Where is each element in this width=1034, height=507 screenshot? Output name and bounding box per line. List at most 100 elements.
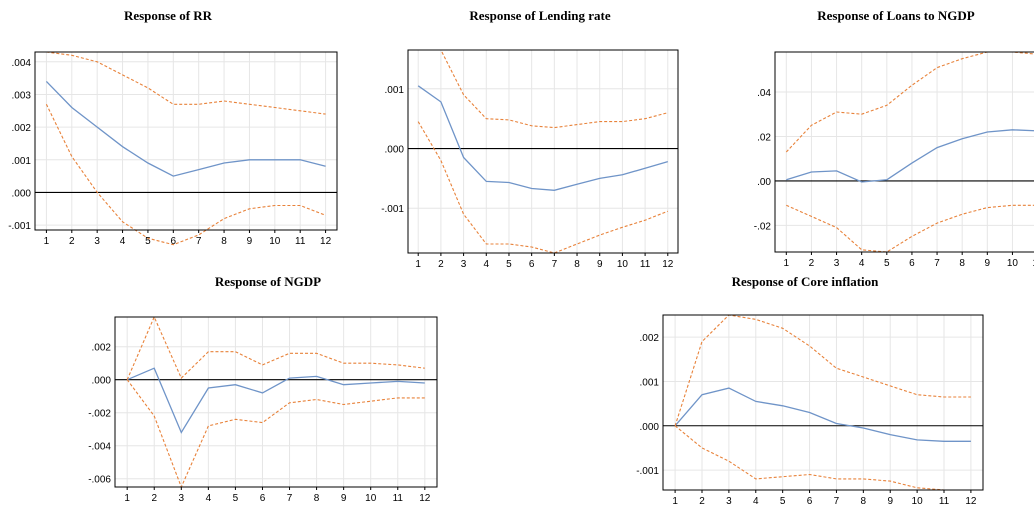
x-tick-label: 3 bbox=[461, 259, 467, 270]
series-line-response bbox=[126, 367, 425, 434]
x-tick-label: 2 bbox=[69, 236, 75, 247]
plot-frame bbox=[407, 49, 679, 254]
y-tick-label: .001 bbox=[640, 377, 660, 388]
x-tick-label: 6 bbox=[171, 236, 177, 247]
x-tick-label: 4 bbox=[859, 258, 865, 269]
chart-svg: 1 2 3 4 5 6 7 8 9 10 11 12.004.003.002.001.000-.001 bbox=[8, 51, 338, 247]
y-tick-label: -.001 bbox=[8, 221, 31, 232]
x-tick-label: 12 bbox=[419, 493, 431, 504]
series-line-lower-band bbox=[786, 204, 1034, 253]
plot-frame bbox=[114, 316, 438, 488]
x-tick-label: 11 bbox=[640, 259, 651, 270]
series-line-response bbox=[786, 129, 1034, 183]
x-tick-label: 9 bbox=[247, 236, 253, 247]
y-tick-label: .001 bbox=[385, 85, 405, 96]
x-tick-label: 9 bbox=[597, 259, 603, 270]
plot-frame bbox=[34, 51, 338, 231]
chart-panel-rr: Response of RR 1 2 3 4 5 6 7 8 9 10 11 12.004.003.0… bbox=[0, 0, 345, 250]
x-tick-label: 3 bbox=[834, 258, 840, 269]
x-tick-label: 6 bbox=[909, 258, 915, 269]
x-tick-label: 9 bbox=[887, 496, 893, 507]
y-tick-label: .001 bbox=[12, 156, 32, 167]
y-tick-label: .002 bbox=[12, 123, 32, 134]
x-tick-label: 10 bbox=[1007, 258, 1019, 269]
x-tick-label: 5 bbox=[780, 496, 786, 507]
x-tick-label: 6 bbox=[807, 496, 813, 507]
x-tick-label: 7 bbox=[196, 236, 202, 247]
plot-area bbox=[663, 315, 983, 490]
x-tick-label: 5 bbox=[506, 259, 512, 270]
y-tick-label: -.02 bbox=[754, 221, 772, 232]
x-tick-label: 10 bbox=[912, 496, 924, 507]
y-tick-label: -.004 bbox=[88, 442, 111, 453]
x-tick-label: 7 bbox=[934, 258, 940, 269]
x-tick-label: 4 bbox=[120, 236, 126, 247]
x-tick-label: 5 bbox=[233, 493, 239, 504]
x-tick-label: 8 bbox=[574, 259, 580, 270]
x-tick-label: 8 bbox=[221, 236, 227, 247]
x-tick-label: 11 bbox=[1032, 258, 1034, 269]
y-tick-label: .003 bbox=[12, 90, 32, 101]
series-line-lower-band bbox=[417, 121, 669, 254]
y-tick-label: .004 bbox=[12, 58, 32, 69]
plot-area bbox=[115, 317, 437, 487]
x-tick-label: 7 bbox=[552, 259, 558, 270]
chart-svg: 1 2 3 4 5 6 7 8 9 10 11 12.001.000-.001 bbox=[381, 49, 679, 270]
x-tick-label: 6 bbox=[529, 259, 535, 270]
series-line-upper-band bbox=[126, 315, 425, 380]
x-tick-label: 1 bbox=[784, 258, 790, 269]
x-tick-label: 10 bbox=[365, 493, 377, 504]
chart-svg: 1 2 3 4 5 6 7 8 9 10 11 12.002.000-.002-.004-.006 bbox=[88, 315, 438, 504]
x-tick-label: 9 bbox=[985, 258, 991, 269]
x-tick-label: 10 bbox=[269, 236, 281, 247]
y-tick-label: .04 bbox=[757, 88, 771, 99]
chart-title: Response of Loans to NGDP bbox=[817, 8, 975, 23]
x-tick-label: 1 bbox=[44, 236, 50, 247]
x-tick-label: 2 bbox=[438, 259, 444, 270]
x-tick-label: 8 bbox=[861, 496, 867, 507]
y-tick-label: .000 bbox=[640, 422, 660, 433]
x-tick-label: 12 bbox=[965, 496, 977, 507]
x-tick-label: 11 bbox=[295, 236, 306, 247]
series-line-upper-band bbox=[418, 49, 668, 129]
x-tick-label: 6 bbox=[260, 493, 266, 504]
plot-area bbox=[775, 52, 1034, 252]
chart-panel-loans-to-ngdp: Response of Loans to NGDP 12345678910111… bbox=[735, 0, 1034, 275]
chart-panel-ngdp: Response of NGDP 1 2 3 4 5 6 7 8 9 10 11 12.002.000… bbox=[78, 272, 443, 507]
chart-title: Response of Core inflation bbox=[731, 274, 879, 289]
y-tick-label: .000 bbox=[12, 188, 32, 199]
x-tick-label: 11 bbox=[939, 496, 950, 507]
series-line-response bbox=[45, 80, 326, 177]
chart-title: Response of Lending rate bbox=[469, 8, 611, 23]
x-tick-label: 5 bbox=[884, 258, 890, 269]
x-tick-label: 11 bbox=[393, 493, 404, 504]
x-tick-label: 4 bbox=[753, 496, 759, 507]
x-tick-label: 7 bbox=[834, 496, 840, 507]
series-line-upper-band bbox=[674, 314, 971, 426]
x-tick-label: 3 bbox=[94, 236, 100, 247]
x-tick-label: 8 bbox=[959, 258, 965, 269]
chart-panel-lending-rate: Response of Lending rate 1 2 3 4 5 6 7 8 9 10 11 12… bbox=[375, 0, 685, 270]
x-tick-label: 3 bbox=[726, 496, 732, 507]
chart-title: Response of RR bbox=[123, 8, 213, 23]
x-tick-label: 7 bbox=[287, 493, 293, 504]
x-tick-label: 10 bbox=[617, 259, 629, 270]
y-tick-label: .02 bbox=[757, 132, 771, 143]
series-line-response bbox=[674, 387, 971, 442]
series-line-response bbox=[417, 85, 668, 191]
plot-frame bbox=[662, 314, 984, 491]
x-tick-label: 5 bbox=[145, 236, 151, 247]
y-tick-label: .000 bbox=[385, 145, 405, 156]
x-tick-label: 8 bbox=[314, 493, 320, 504]
y-tick-label: -.001 bbox=[636, 466, 659, 477]
x-tick-label: 1 bbox=[672, 496, 678, 507]
chart-svg: 1 2 3 4 5 6 7 8 9 10 11 12.002.001.000-.001 bbox=[636, 314, 984, 507]
series-line-upper-band bbox=[46, 51, 326, 115]
y-tick-label: -.006 bbox=[88, 475, 111, 486]
x-tick-label: 4 bbox=[206, 493, 212, 504]
x-tick-label: 12 bbox=[662, 259, 674, 270]
x-tick-label: 1 bbox=[124, 493, 130, 504]
chart-title: Response of NGDP bbox=[214, 274, 322, 289]
plot-frame bbox=[774, 51, 1034, 253]
x-tick-label: 2 bbox=[699, 496, 705, 507]
